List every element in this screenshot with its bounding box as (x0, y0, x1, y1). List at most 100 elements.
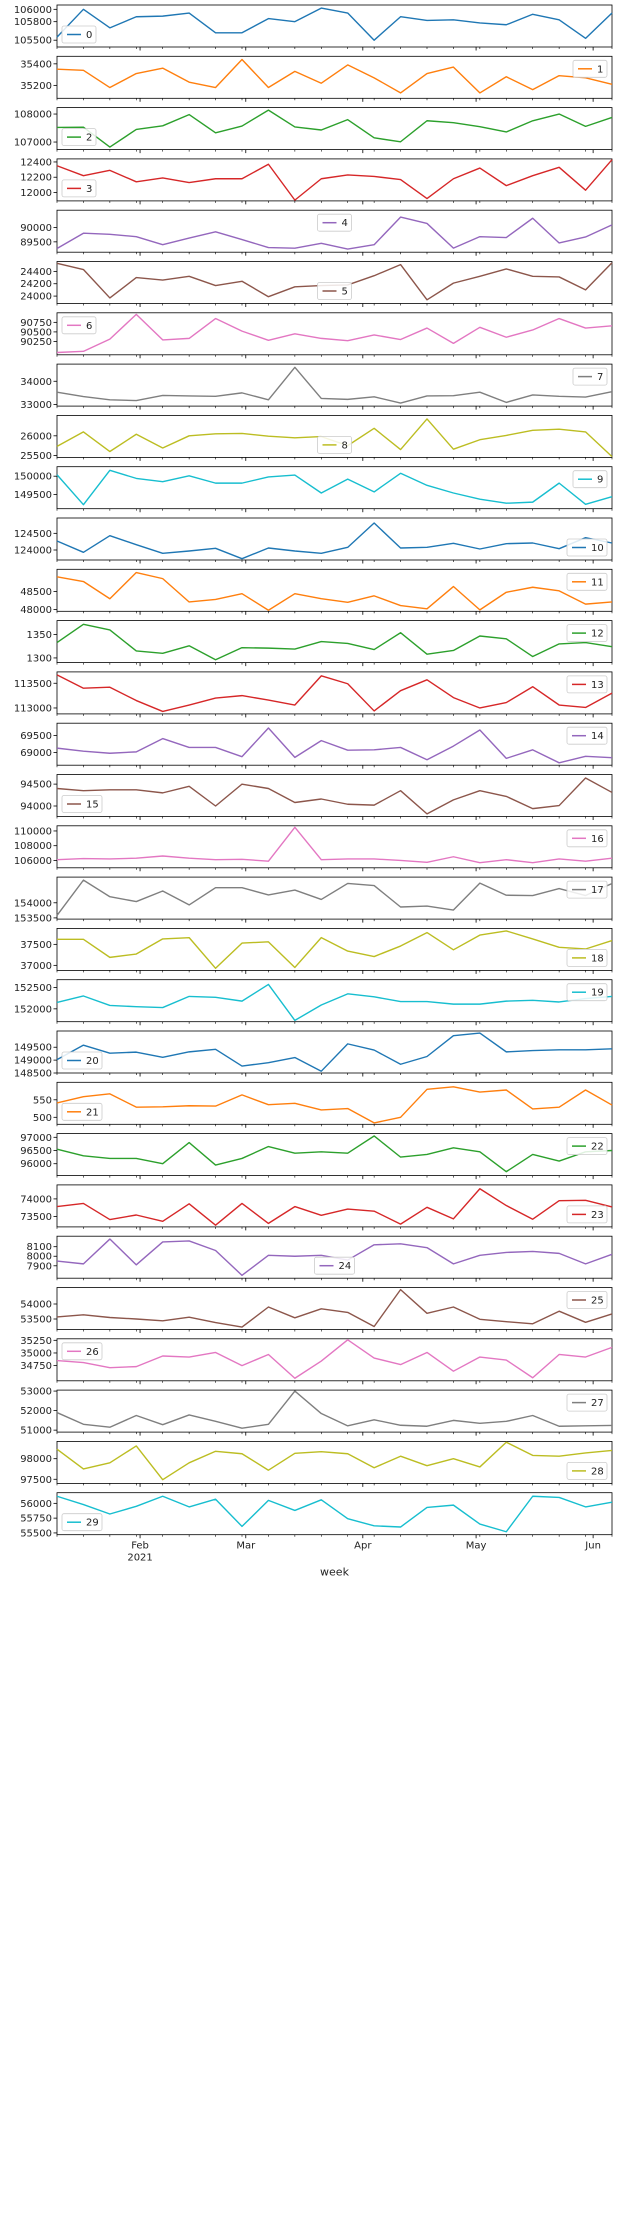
legend: 1 (572, 59, 608, 78)
legend: 3 (61, 179, 97, 198)
legend-label: 15 (86, 800, 99, 811)
legend-box (61, 1051, 103, 1070)
y-tick-label: 96500 (20, 1146, 52, 1157)
y-tick-label: 12000 (20, 188, 52, 199)
series-line-23 (56, 1188, 613, 1226)
axes-frame (56, 209, 613, 253)
y-tick-label: 33000 (20, 400, 52, 411)
y-tick-label: 97000 (20, 1133, 52, 1144)
y-tick-label: 106000 (14, 856, 52, 867)
y-tick-label: 35400 (20, 59, 52, 70)
legend: 24 (314, 1256, 355, 1275)
legend: 22 (566, 1137, 608, 1155)
y-tick-label: 150000 (14, 472, 52, 483)
axes-frame (56, 107, 613, 150)
y-tick-label: 69000 (20, 748, 52, 759)
x-tick-label: May (466, 1541, 487, 1552)
legend-box (566, 624, 608, 642)
legend-box (566, 538, 608, 557)
y-tick-label: 12200 (20, 173, 52, 184)
legend-label: 0 (86, 30, 92, 41)
legend: 16 (566, 829, 608, 848)
y-tick-label: 24200 (20, 279, 52, 290)
y-tick-label: 113500 (14, 679, 52, 690)
series-line-4 (56, 216, 613, 250)
legend-label: 23 (591, 1210, 604, 1221)
legend: 20 (61, 1051, 103, 1070)
axes-frame (56, 928, 613, 971)
legend: 11 (566, 572, 608, 591)
y-tick-label: 55750 (20, 1514, 52, 1525)
y-tick-label: 98000 (20, 1454, 52, 1465)
y-tick-label: 107000 (14, 138, 52, 149)
legend: 0 (61, 25, 97, 44)
y-tick-label: 74000 (20, 1194, 52, 1205)
subplot-28: 97500 98000 28 (20, 1441, 613, 1487)
axes-frame (56, 1235, 613, 1279)
subplot-3: 12000 12200 12400 3 (20, 157, 613, 205)
axes-frame (56, 979, 613, 1023)
series-line-1 (56, 58, 613, 94)
subplot-21: 500 550 21 (33, 1081, 613, 1128)
legend-label: 12 (591, 629, 604, 640)
subplot-25: 53500 54000 25 (20, 1287, 613, 1333)
legend-label: 8 (342, 440, 348, 451)
series-line-0 (56, 7, 613, 41)
y-tick-label: 51000 (20, 1426, 52, 1437)
subplot-23: 73500 74000 23 (20, 1184, 613, 1231)
series-line-22 (56, 1135, 613, 1173)
y-tick-label: 124500 (14, 529, 52, 540)
y-tick-label: 53500 (20, 1315, 52, 1326)
y-tick-label: 55500 (20, 1528, 52, 1539)
legend: 8 (317, 435, 352, 454)
y-tick-label: 69500 (20, 731, 52, 742)
legend-label: 13 (591, 680, 604, 691)
y-tick-label: 8100 (27, 1242, 52, 1253)
y-tick-label: 90500 (20, 327, 52, 338)
axes-frame (56, 414, 613, 458)
legend-box (566, 949, 608, 967)
x-tick-label: Apr (354, 1541, 372, 1552)
y-tick-label: 48000 (20, 605, 52, 616)
y-tick-label: 52000 (20, 1406, 52, 1417)
legend-box (61, 1342, 103, 1361)
y-tick-label: 108000 (14, 841, 52, 852)
series-line-15 (56, 777, 613, 815)
axes-frame (56, 158, 613, 202)
legend-label: 18 (591, 953, 604, 964)
y-tick-label: 89500 (20, 237, 52, 248)
legend: 21 (61, 1102, 103, 1121)
subplot-22: 96000 96500 97000 22 (20, 1133, 613, 1180)
axes-frame (56, 4, 613, 48)
y-tick-label: 105800 (14, 17, 52, 28)
series-line-16 (56, 826, 613, 864)
x-tick-label: Mar (236, 1541, 256, 1552)
legend-label: 14 (591, 731, 604, 742)
legend: 17 (566, 880, 608, 899)
series-line-10 (56, 522, 613, 560)
legend-label: 22 (591, 1142, 604, 1153)
y-tick-label: 34750 (20, 1361, 52, 1372)
subplot-4: 89500 90000 4 (20, 209, 613, 256)
y-tick-label: 54000 (20, 1300, 52, 1311)
legend-label: 17 (591, 885, 604, 896)
legend-box (566, 572, 608, 591)
axes-frame (56, 1441, 613, 1484)
y-tick-label: 37500 (20, 940, 52, 951)
y-tick-label: 90750 (20, 318, 52, 329)
subplot-20: 148500 149000 149500 20 (14, 1030, 613, 1080)
legend: 9 (572, 470, 608, 489)
y-tick-label: 148500 (14, 1069, 52, 1080)
axes-frame (56, 363, 613, 407)
y-tick-label: 149000 (14, 1056, 52, 1067)
y-tick-label: 48500 (20, 587, 52, 598)
legend-box (61, 795, 103, 813)
y-tick-label: 7900 (27, 1261, 52, 1272)
subplot-12: 1300 1350 12 (27, 620, 613, 667)
legend-box (61, 1513, 103, 1532)
axes-frame (56, 568, 613, 612)
series-line-2 (56, 109, 613, 148)
subplot-29: 55500 55750 56000 29 (20, 1492, 613, 1539)
